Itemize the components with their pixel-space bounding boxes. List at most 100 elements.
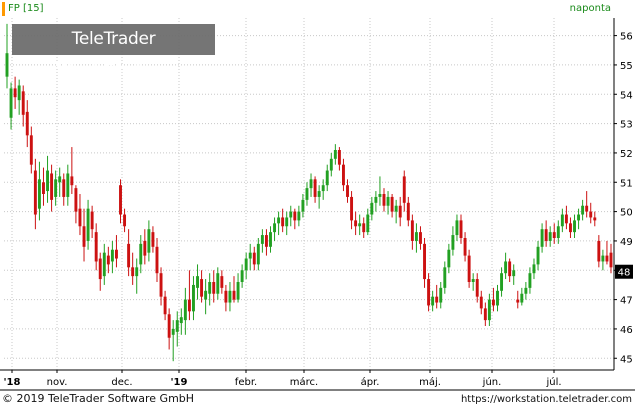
candle: [406, 196, 410, 227]
candle-body: [192, 284, 195, 312]
candle-body: [212, 282, 216, 294]
candle: [423, 238, 426, 288]
candle-body: [378, 194, 382, 197]
candle-body: [589, 211, 593, 218]
candle-body: [337, 150, 341, 165]
y-tick-label: 54: [620, 90, 633, 101]
candle: [289, 205, 293, 227]
candle-body: [147, 229, 151, 253]
candle-body: [256, 243, 260, 265]
candle-body: [435, 296, 439, 303]
candle: [220, 270, 224, 294]
candle-body: [90, 211, 94, 230]
candle: [187, 270, 191, 321]
candle: [183, 287, 187, 335]
candle: [297, 205, 301, 227]
y-tick-label: 55: [620, 61, 633, 72]
candle-body: [204, 290, 208, 300]
candle-body: [293, 211, 297, 221]
candle: [479, 290, 483, 315]
source-url-link[interactable]: https://workstation.teletrader.com: [460, 394, 632, 405]
candle: [78, 194, 82, 236]
candle: [119, 179, 122, 224]
candle-body: [313, 179, 317, 197]
candle: [528, 267, 532, 294]
candle-body: [410, 220, 414, 241]
candle: [13, 76, 17, 109]
candle-body: [86, 208, 90, 241]
candle-body: [277, 217, 281, 224]
candle: [609, 243, 613, 274]
candle-body: [13, 88, 17, 98]
candle-body: [366, 214, 370, 233]
candle-body: [455, 220, 459, 236]
chart-frame: [0, 18, 635, 391]
candle: [341, 158, 345, 192]
candle-body: [252, 252, 256, 265]
y-axis: 45 46 47 48 49 50 51 52 53 54 55 56: [614, 32, 633, 365]
candle-body: [358, 223, 362, 227]
candle-body: [82, 226, 86, 247]
candle: [196, 264, 199, 300]
candle-body: [163, 296, 167, 315]
candle-body: [167, 314, 171, 338]
candle-body: [350, 196, 354, 221]
candle-body: [419, 232, 422, 244]
candle: [98, 252, 102, 291]
x-axis: '18 nov. dec. '19 febr. márc. ápr. máj. jún. júl.: [4, 370, 562, 388]
y-tick-label: 56: [620, 32, 633, 43]
candle: [228, 282, 232, 312]
candle: [106, 246, 110, 274]
candle-body: [33, 170, 37, 215]
candle: [386, 191, 390, 215]
candle-body: [119, 185, 122, 215]
candle-body: [46, 170, 49, 192]
candle-body: [248, 252, 252, 259]
candle: [66, 164, 70, 206]
candle-body: [354, 220, 358, 227]
candle-body: [301, 199, 305, 212]
candle-body: [220, 276, 224, 288]
candle-body: [516, 299, 520, 303]
candle: [82, 208, 86, 262]
candle: [390, 194, 394, 218]
candle-body: [317, 191, 321, 197]
candle-body: [394, 205, 398, 212]
interval-label[interactable]: naponta: [569, 3, 611, 14]
candle-body: [552, 232, 556, 238]
candle: [269, 226, 272, 253]
candle-body: [427, 279, 431, 306]
candle-body: [187, 299, 191, 312]
candle-body: [609, 252, 613, 268]
candle: [175, 311, 179, 347]
candle-body: [66, 173, 70, 197]
candle-body: [605, 255, 609, 262]
candle-body: [491, 299, 495, 306]
candle-body: [329, 158, 333, 171]
candle-body: [70, 176, 74, 186]
symbol-label[interactable]: FP [15]: [2, 2, 44, 16]
candle: [378, 176, 382, 206]
candle: [9, 82, 13, 130]
candle: [179, 308, 183, 335]
candle: [277, 211, 281, 236]
candle: [281, 208, 285, 233]
candle-body: [224, 290, 228, 303]
candle-body: [260, 235, 264, 244]
candle: [455, 214, 459, 241]
candle: [447, 243, 451, 274]
copyright-text: © 2019 TeleTrader Software GmbH: [2, 392, 195, 405]
candle: [358, 214, 362, 236]
candle: [491, 287, 495, 312]
candle: [167, 308, 171, 350]
last-price-box: [615, 264, 633, 279]
candle: [244, 252, 248, 280]
candle: [556, 220, 560, 244]
candle-body: [281, 217, 285, 227]
candle-body: [431, 296, 435, 306]
y-tick-label: 49: [620, 237, 633, 248]
candle: [487, 293, 491, 326]
y-tick-label: 52: [620, 149, 633, 160]
x-tick-label: '18: [4, 377, 21, 388]
